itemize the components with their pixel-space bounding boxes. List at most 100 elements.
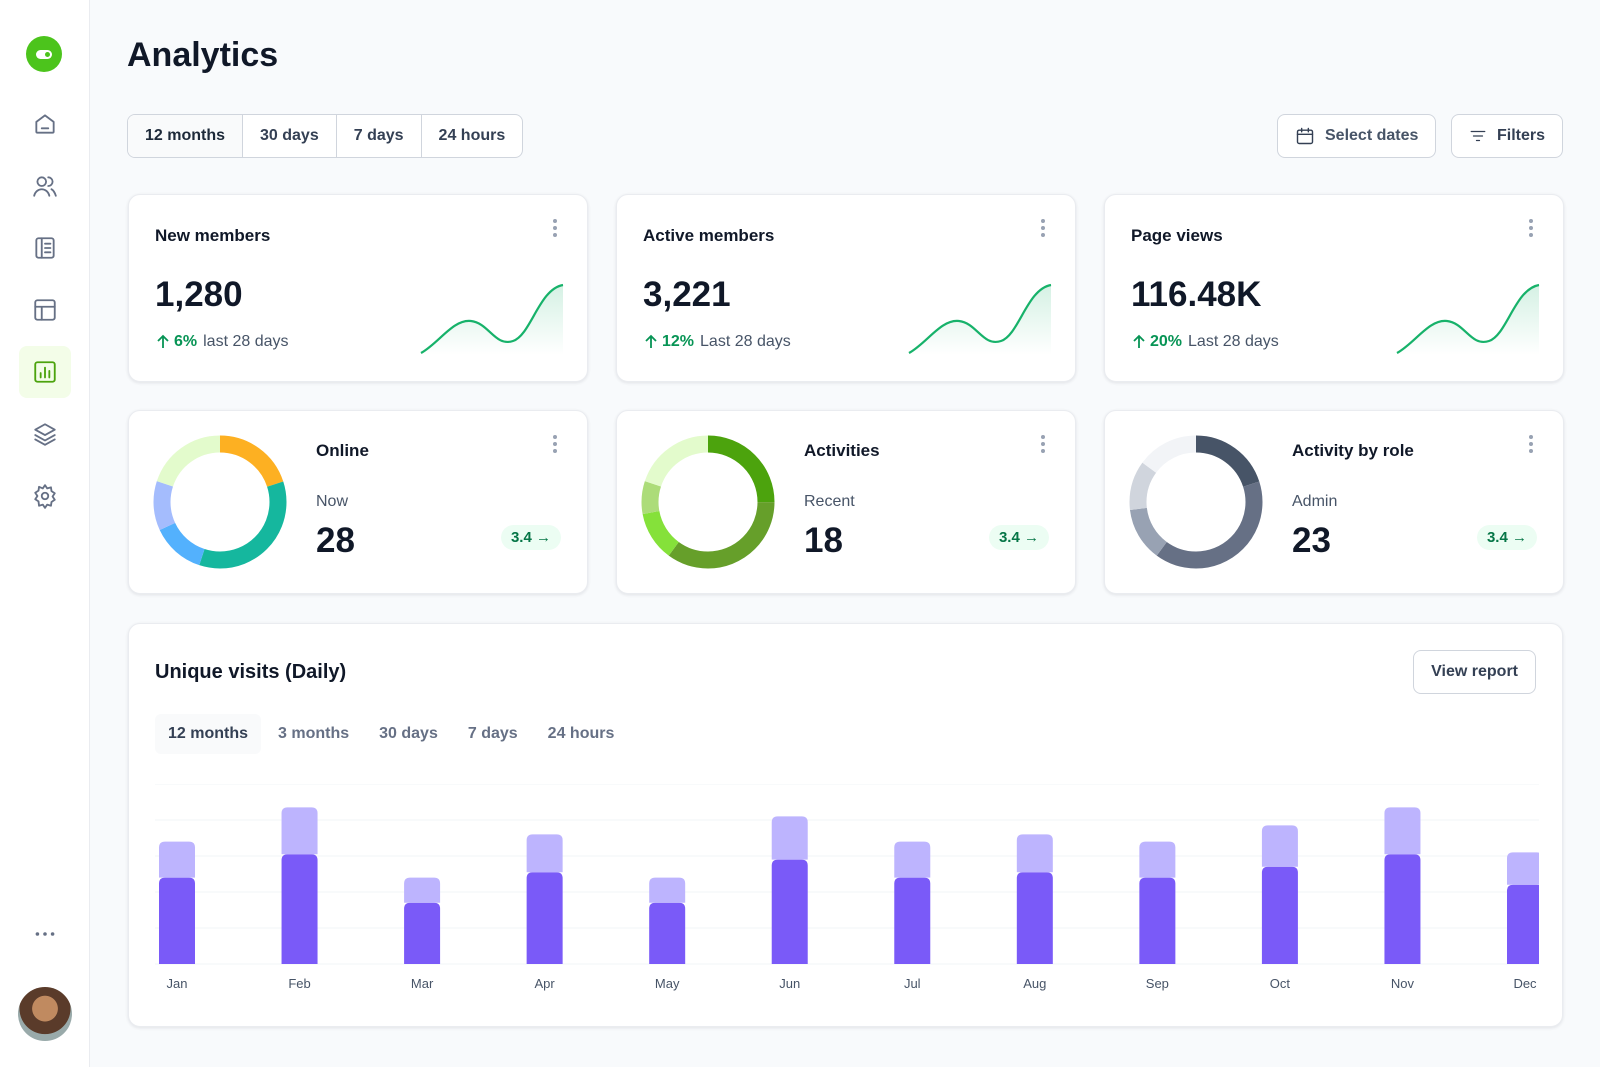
donut-segment — [641, 435, 775, 569]
tab-24-hours[interactable]: 24 hours — [438, 127, 506, 144]
sidebar-item-analytics[interactable] — [19, 346, 71, 398]
sidebar-item-settings[interactable] — [19, 470, 71, 522]
x-tick-label: Oct — [1270, 976, 1291, 991]
more-vertical-icon[interactable] — [1041, 435, 1045, 453]
tab-24-hours[interactable]: 24 hours — [547, 725, 615, 742]
bar-oct-0[interactable] — [1261, 866, 1298, 964]
stat-value: 3,221 — [643, 275, 731, 314]
donut-segment — [641, 435, 775, 569]
avatar[interactable] — [18, 987, 72, 1041]
donut-segment — [1129, 435, 1263, 569]
donut-segment — [1129, 435, 1263, 569]
stat-period: Last 28 days — [700, 333, 791, 350]
unique-visits-chart: Jan Feb Mar Apr May Jun Jul Aug Sep Oct Nov Dec — [155, 784, 1539, 991]
arrow-right-icon: → — [536, 529, 551, 546]
stat-title: Page views — [1131, 226, 1223, 245]
tab-30-days[interactable]: 30 days — [379, 725, 438, 742]
tab-7-days[interactable]: 7 days — [337, 115, 422, 157]
document-list-icon — [35, 237, 55, 259]
select-dates-button[interactable]: Select dates — [1277, 114, 1437, 158]
donut-card: Activities Recent 18 3.4 → — [616, 410, 1076, 594]
sidebar-item-reports[interactable] — [19, 222, 71, 274]
filter-lines-icon — [1470, 130, 1486, 142]
stat-card: Page views 116.48K 20% Last 28 days — [1104, 194, 1564, 382]
donut-subtitle: Now — [316, 493, 349, 510]
view-report-button[interactable]: View report — [1413, 650, 1536, 694]
sidebar-item-users[interactable] — [19, 160, 71, 212]
donut-title: Activities — [804, 441, 880, 460]
bar-apr-1[interactable] — [526, 834, 563, 873]
more-vertical-icon[interactable] — [1529, 219, 1533, 237]
bar-mar-0[interactable] — [404, 902, 441, 964]
donut-title: Online — [316, 441, 369, 460]
badge-value: 3.4 — [998, 529, 1020, 546]
donut-value: 18 — [804, 521, 843, 560]
sidebar-item-layout[interactable] — [19, 284, 71, 336]
tab-7-days[interactable]: 7 days — [467, 725, 518, 742]
bar-feb-0[interactable] — [281, 854, 318, 964]
bar-may-1[interactable] — [649, 877, 686, 903]
bar-apr-0[interactable] — [526, 872, 563, 964]
bar-nov-1[interactable] — [1384, 807, 1421, 855]
users-icon — [33, 176, 57, 197]
donut-segment — [153, 435, 287, 569]
more-button[interactable] — [19, 908, 71, 960]
x-tick-label: Dec — [1513, 976, 1537, 991]
stat-delta: 6% last 28 days — [155, 333, 289, 351]
calendar-icon — [1296, 127, 1314, 145]
bar-sep-0[interactable] — [1139, 877, 1176, 964]
bar-feb-1[interactable] — [281, 807, 318, 855]
more-vertical-icon[interactable] — [1041, 219, 1045, 237]
filters-button[interactable]: Filters — [1451, 114, 1563, 158]
donut-chart — [641, 435, 775, 569]
logo[interactable] — [26, 36, 62, 72]
bar-jul-1[interactable] — [894, 841, 931, 878]
unique-visits-card: Unique visits (Daily) View report 12 mon… — [128, 623, 1563, 1027]
x-tick-label: Nov — [1391, 976, 1415, 991]
x-tick-label: Apr — [535, 976, 556, 991]
bar-aug-1[interactable] — [1016, 834, 1053, 873]
bar-dec-1[interactable] — [1507, 852, 1539, 885]
stat-delta: 20% Last 28 days — [1131, 333, 1279, 351]
view-report-label: View report — [1431, 663, 1518, 680]
more-vertical-icon[interactable] — [553, 435, 557, 453]
sidebar-item-layers[interactable] — [19, 408, 71, 460]
bar-nov-0[interactable] — [1384, 854, 1421, 964]
badge-value: 3.4 — [510, 529, 532, 546]
bar-jan-0[interactable] — [159, 877, 195, 964]
trend-badge[interactable]: 3.4 → — [1476, 525, 1537, 550]
tab-12-months[interactable]: 12 months — [128, 115, 244, 157]
bar-dec-0[interactable] — [1507, 884, 1539, 964]
arrow-up-icon — [645, 334, 657, 348]
trend-badge[interactable]: 3.4 → — [988, 525, 1049, 550]
layout-icon — [34, 299, 56, 321]
more-vertical-icon[interactable] — [1529, 435, 1533, 453]
tab-30-days[interactable]: 30 days — [243, 115, 337, 157]
bar-chart-icon — [34, 361, 56, 383]
bar-jun-0[interactable] — [771, 859, 808, 964]
donut-segment — [1129, 435, 1263, 569]
more-vertical-icon[interactable] — [553, 219, 557, 237]
tab-3-months[interactable]: 3 months — [278, 725, 350, 742]
bar-aug-0[interactable] — [1016, 872, 1053, 964]
x-tick-label: Jul — [904, 976, 921, 991]
donut-value: 28 — [316, 521, 355, 560]
bar-oct-1[interactable] — [1261, 825, 1298, 867]
trend-badge[interactable]: 3.4 → — [500, 525, 561, 550]
donut-subtitle: Recent — [804, 493, 855, 510]
tab-12-months[interactable]: 12 months — [155, 714, 262, 754]
x-tick-label: Mar — [411, 976, 434, 991]
stat-period: Last 28 days — [1188, 333, 1279, 350]
sidebar-item-home[interactable] — [19, 98, 71, 150]
bar-mar-1[interactable] — [404, 877, 441, 903]
arrow-up-icon — [1133, 334, 1145, 348]
bar-jan-1[interactable] — [159, 841, 195, 878]
stat-percent: 12% — [662, 333, 695, 350]
card-title: Unique visits (Daily) — [155, 661, 347, 683]
arrow-right-icon: → — [1512, 529, 1527, 546]
bar-sep-1[interactable] — [1139, 841, 1176, 878]
bar-jun-1[interactable] — [771, 816, 808, 860]
bar-may-0[interactable] — [649, 902, 686, 964]
bar-jul-0[interactable] — [894, 877, 931, 964]
home-icon — [35, 114, 55, 134]
